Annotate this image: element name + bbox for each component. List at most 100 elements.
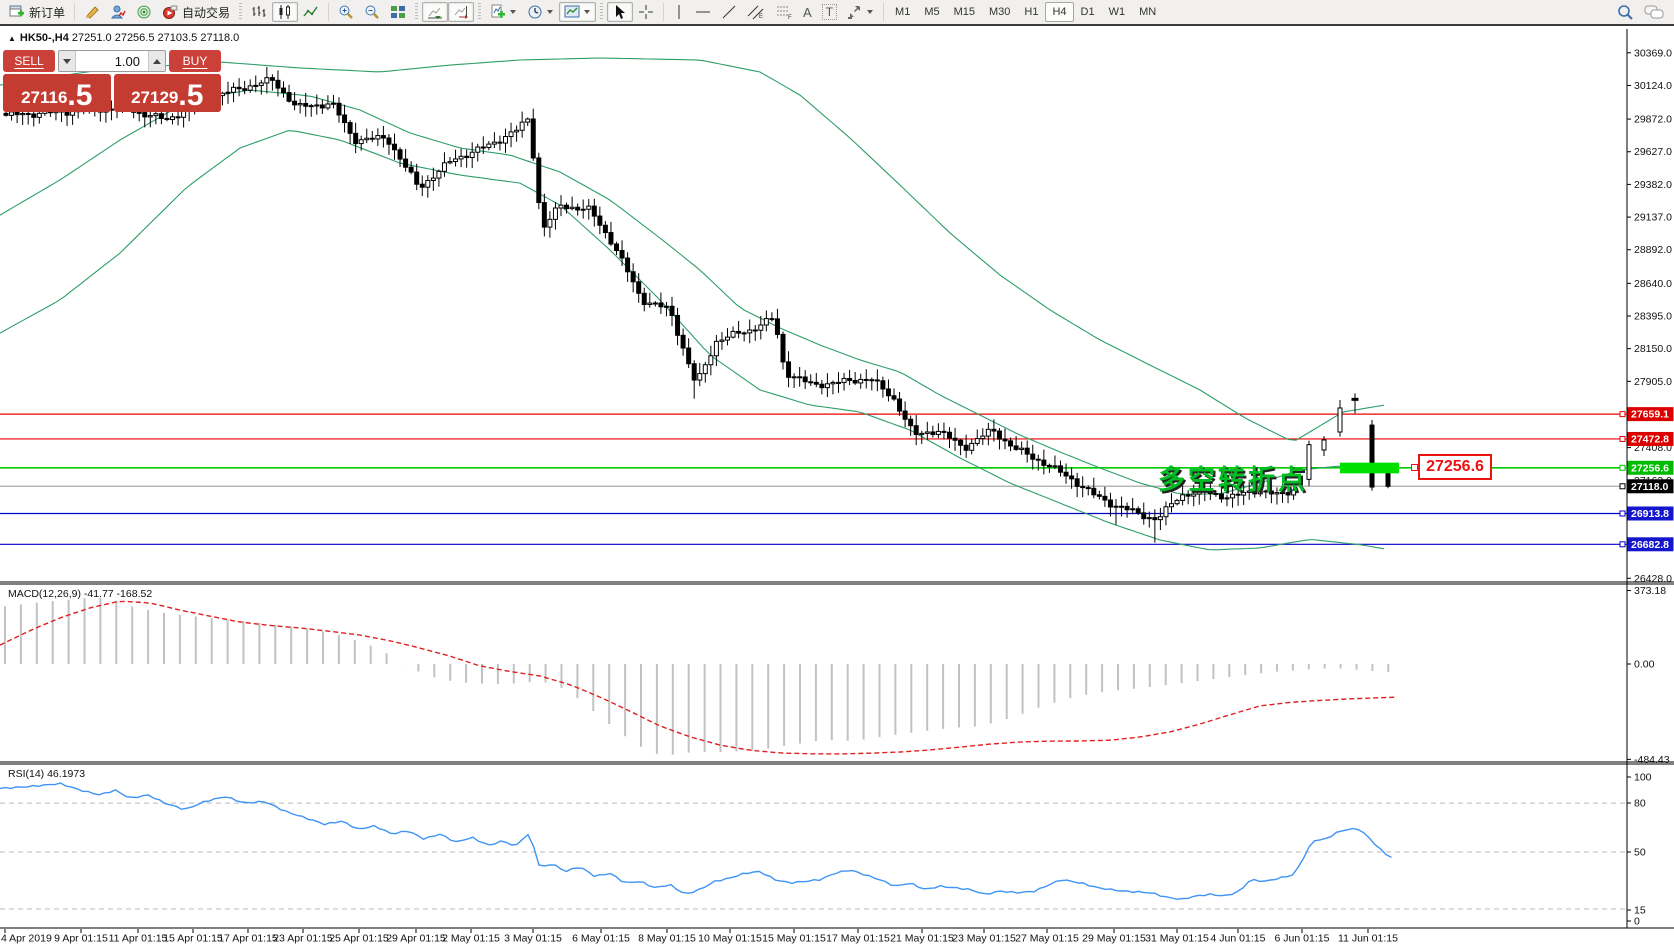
autotrade-button[interactable]: 自动交易 bbox=[157, 2, 235, 22]
tf-m30[interactable]: M30 bbox=[989, 6, 1011, 18]
collapse-panel-icon[interactable]: ▲ bbox=[8, 34, 16, 43]
auto-scroll-button[interactable] bbox=[422, 2, 449, 22]
profile-icon bbox=[110, 4, 126, 20]
volume-stepper: 1.00 bbox=[58, 50, 166, 72]
new-order-label: 新订单 bbox=[29, 5, 66, 20]
price-callout[interactable]: 27256.6 bbox=[1411, 454, 1492, 480]
volume-decrease-button[interactable] bbox=[59, 51, 76, 71]
crayon-icon bbox=[84, 4, 100, 20]
svg-text:E: E bbox=[759, 14, 763, 20]
turning-point-annotation[interactable]: 多空转折点 bbox=[1158, 465, 1308, 495]
fibonacci-icon: F bbox=[775, 4, 793, 21]
svg-text:27659.1: 27659.1 bbox=[1631, 409, 1669, 421]
channel-tool[interactable]: E bbox=[742, 2, 770, 22]
fibonacci-tool[interactable]: F bbox=[770, 2, 798, 22]
clock-icon bbox=[527, 4, 543, 20]
zoom-out-button[interactable] bbox=[359, 2, 385, 22]
bollinger-bands bbox=[0, 57, 1385, 551]
turning-zone-rect[interactable] bbox=[1340, 462, 1399, 474]
svg-text:6 Jun 01:15: 6 Jun 01:15 bbox=[1275, 933, 1330, 945]
tile-windows-button[interactable] bbox=[385, 2, 411, 22]
tf-h1[interactable]: H1 bbox=[1024, 6, 1039, 18]
indicators-icon bbox=[490, 4, 506, 20]
svg-text:27472.8: 27472.8 bbox=[1631, 433, 1669, 445]
svg-text:6 May 01:15: 6 May 01:15 bbox=[572, 933, 630, 945]
sell-button[interactable]: SELL bbox=[3, 50, 55, 72]
bar-chart-button[interactable] bbox=[246, 2, 272, 22]
macd-pane bbox=[0, 597, 1396, 755]
tf-mn[interactable]: MN bbox=[1139, 6, 1157, 18]
buy-price-button[interactable]: 27129.5 bbox=[113, 74, 221, 112]
caret-up-icon bbox=[153, 58, 161, 64]
label-tool-glyph: T bbox=[821, 4, 838, 20]
svg-text:15 Apr 01:15: 15 Apr 01:15 bbox=[163, 933, 223, 945]
trendline-tool[interactable] bbox=[716, 2, 742, 22]
arrows-icon bbox=[847, 4, 863, 20]
svg-text:27118.0: 27118.0 bbox=[1631, 481, 1669, 493]
svg-text:3 May 01:15: 3 May 01:15 bbox=[504, 933, 562, 945]
line-chart-button[interactable] bbox=[298, 2, 324, 22]
toolbar-drag-handle[interactable] bbox=[478, 3, 482, 21]
toolbar-drag-handle[interactable] bbox=[239, 3, 243, 21]
profile-button[interactable] bbox=[105, 2, 131, 22]
buy-button[interactable]: BUY bbox=[169, 50, 221, 72]
tf-h4[interactable]: H4 bbox=[1045, 2, 1074, 22]
zoom-in-button[interactable] bbox=[333, 2, 359, 22]
volume-field[interactable]: 1.00 bbox=[114, 53, 140, 69]
toolbar-drag-handle[interactable] bbox=[600, 3, 604, 21]
svg-text:30124.0: 30124.0 bbox=[1634, 80, 1672, 92]
signal-button[interactable] bbox=[131, 2, 157, 22]
horizontal-lines[interactable] bbox=[0, 413, 1627, 545]
price-axis[interactable]: 30369.0 30124.0 29872.0 29627.0 29382.0 29137… bbox=[1627, 47, 1672, 928]
chevron-down-icon bbox=[867, 9, 874, 15]
volume-increase-button[interactable] bbox=[148, 51, 165, 71]
channel-icon: E bbox=[747, 4, 765, 20]
tf-m5[interactable]: M5 bbox=[924, 6, 940, 18]
zoom-out-icon bbox=[364, 4, 380, 20]
svg-text:25 Apr 01:15: 25 Apr 01:15 bbox=[329, 933, 389, 945]
line-chart-icon bbox=[303, 4, 319, 20]
svg-text:29627.0: 29627.0 bbox=[1634, 146, 1672, 158]
cursor-tool-button[interactable] bbox=[607, 2, 634, 22]
tf-w1[interactable]: W1 bbox=[1108, 6, 1126, 18]
horizontal-line-tool[interactable] bbox=[690, 2, 716, 22]
candlestick-chart-button[interactable] bbox=[272, 2, 299, 22]
autotrade-label: 自动交易 bbox=[182, 5, 231, 20]
text-tool[interactable]: A bbox=[798, 2, 817, 22]
chat-icon[interactable] bbox=[1644, 4, 1664, 20]
candlestick-chart-icon bbox=[277, 4, 293, 20]
tf-m1[interactable]: M1 bbox=[895, 6, 911, 18]
rsi-pane bbox=[0, 782, 1392, 900]
text-tool-glyph: A bbox=[803, 4, 812, 20]
auto-scroll-icon bbox=[427, 4, 443, 20]
svg-text:31 May 01:15: 31 May 01:15 bbox=[1145, 933, 1209, 945]
main-toolbar: 新订单 自动交易 bbox=[0, 0, 1674, 26]
search-icon[interactable] bbox=[1617, 4, 1634, 21]
toolbar-drag-handle[interactable] bbox=[415, 3, 419, 21]
text-label-tool[interactable]: T bbox=[817, 2, 842, 22]
svg-text:29872.0: 29872.0 bbox=[1634, 114, 1672, 126]
tf-m15[interactable]: M15 bbox=[953, 6, 976, 18]
svg-text:29382.0: 29382.0 bbox=[1634, 179, 1672, 191]
svg-text:9 Apr 01:15: 9 Apr 01:15 bbox=[54, 933, 108, 945]
new-order-button[interactable]: 新订单 bbox=[4, 2, 70, 22]
sell-price-button[interactable]: 27116.5 bbox=[3, 74, 111, 112]
templates-dropdown[interactable] bbox=[559, 2, 597, 22]
crayon-button[interactable] bbox=[79, 2, 105, 22]
vertical-line-tool[interactable] bbox=[668, 2, 690, 22]
crosshair-tool-button[interactable] bbox=[633, 2, 659, 22]
svg-text:RSI(14) 46.1973: RSI(14) 46.1973 bbox=[8, 768, 85, 780]
svg-text:27256.6: 27256.6 bbox=[1631, 462, 1669, 474]
buy-price-main: 27129 bbox=[131, 88, 179, 107]
indicators-dropdown[interactable] bbox=[485, 2, 522, 22]
tf-d1[interactable]: D1 bbox=[1080, 6, 1095, 18]
svg-text:26913.8: 26913.8 bbox=[1631, 508, 1669, 520]
periods-dropdown[interactable] bbox=[522, 2, 559, 22]
svg-text:17 Apr 01:15: 17 Apr 01:15 bbox=[218, 933, 278, 945]
arrows-dropdown[interactable] bbox=[842, 2, 879, 22]
svg-text:29 May 01:15: 29 May 01:15 bbox=[1082, 933, 1146, 945]
chart-shift-button[interactable] bbox=[448, 2, 475, 22]
toolbar-separator bbox=[663, 3, 665, 21]
